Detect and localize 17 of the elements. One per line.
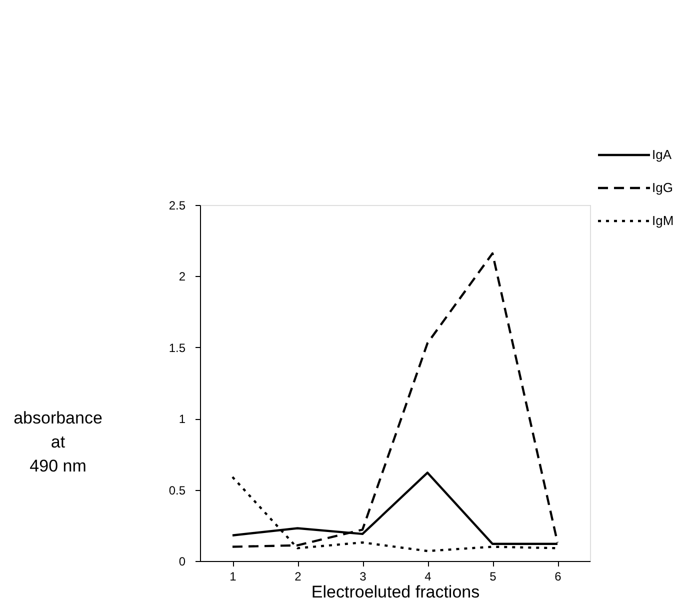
x-tick-label: 4 [424, 570, 432, 584]
x-tick-label: 5 [490, 570, 497, 584]
x-tick-label: 1 [230, 570, 237, 584]
y-tick-label: 0 [178, 554, 186, 568]
y-tick-label: 1 [178, 412, 186, 426]
y-tick-label: 0.5 [168, 483, 186, 498]
legend-label: IgA [652, 147, 672, 162]
y-tick-label: 2 [178, 270, 186, 284]
x-tick-label: 3 [360, 570, 367, 584]
x-tick-label: 2 [294, 570, 302, 584]
x-axis-title: Electroeluted fractions [311, 582, 480, 602]
y-tick-label: 2.5 [168, 198, 186, 212]
legend-label: IgM [652, 213, 674, 228]
legend-label: IgG [652, 180, 673, 195]
y-axis-title: absorbance at 490 nm [14, 408, 102, 476]
x-tick-label: 6 [554, 570, 562, 584]
y-tick-label: 1.5 [168, 340, 186, 355]
